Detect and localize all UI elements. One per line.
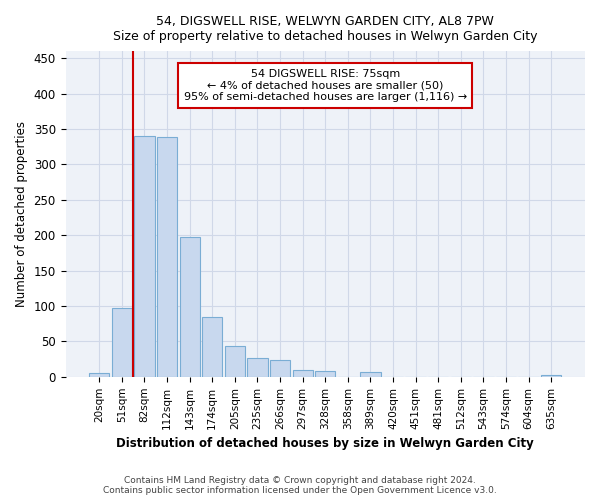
X-axis label: Distribution of detached houses by size in Welwyn Garden City: Distribution of detached houses by size … xyxy=(116,437,534,450)
Bar xyxy=(270,360,290,377)
Bar xyxy=(360,372,380,377)
Text: 54 DIGSWELL RISE: 75sqm
← 4% of detached houses are smaller (50)
95% of semi-det: 54 DIGSWELL RISE: 75sqm ← 4% of detached… xyxy=(184,69,467,102)
Bar xyxy=(112,308,132,377)
Bar xyxy=(202,316,223,377)
Y-axis label: Number of detached properties: Number of detached properties xyxy=(15,121,28,307)
Bar xyxy=(315,371,335,377)
Bar xyxy=(293,370,313,377)
Bar xyxy=(541,376,562,377)
Bar xyxy=(179,238,200,377)
Bar xyxy=(89,374,109,377)
Text: Contains HM Land Registry data © Crown copyright and database right 2024.
Contai: Contains HM Land Registry data © Crown c… xyxy=(103,476,497,495)
Bar xyxy=(157,138,177,377)
Bar xyxy=(247,358,268,377)
Bar xyxy=(225,346,245,377)
Bar xyxy=(134,136,155,377)
Title: 54, DIGSWELL RISE, WELWYN GARDEN CITY, AL8 7PW
Size of property relative to deta: 54, DIGSWELL RISE, WELWYN GARDEN CITY, A… xyxy=(113,15,538,43)
